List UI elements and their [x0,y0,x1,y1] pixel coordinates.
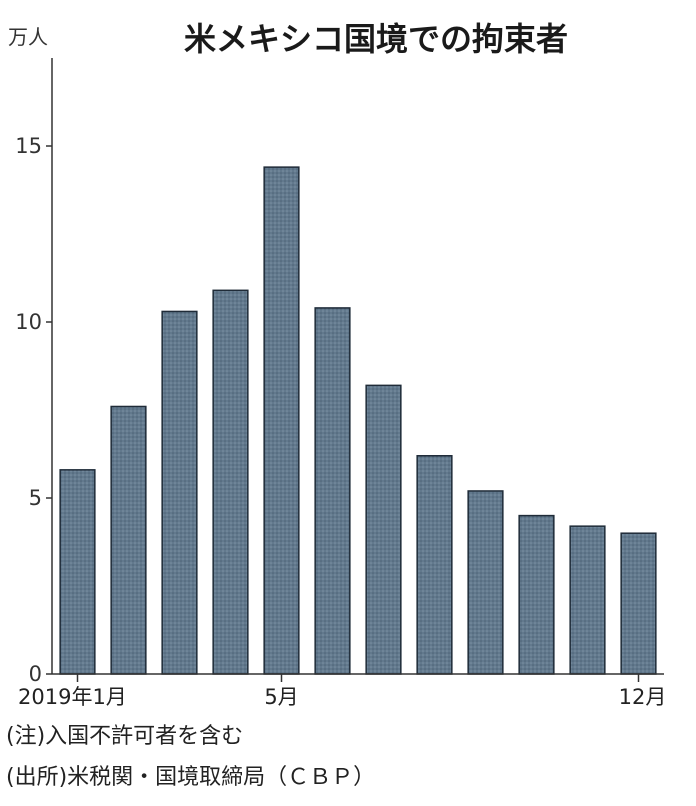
bar-8 [416,455,453,675]
bars-group [59,166,657,675]
bar-10 [518,514,555,675]
x-axis-tick-labels: 2019年1月 5月 12月 [18,674,666,709]
bar-7 [365,384,402,675]
bar-3 [161,310,198,675]
source-text: (出所)米税関・国境取締局（ＣＢＰ） [6,765,375,790]
x-tick-label: 2019年1月 [18,685,127,709]
x-tick-label: 12月 [619,685,667,709]
bar-11 [569,525,606,675]
y-tick-label: 0 [29,662,42,686]
bar-5 [263,166,300,675]
chart-title: 米メキシコ国境での拘束者 [184,20,568,58]
y-axis-unit-label: 万人 [8,25,48,49]
bar-9 [467,490,504,675]
y-axis-tick-labels: 0 5 10 15 [15,134,52,686]
bar-4 [212,289,249,675]
y-tick-label: 5 [29,486,42,510]
bar-12 [620,532,657,675]
note-text: (注)入国不許可者を含む [6,724,243,749]
bar-2 [110,405,147,675]
y-tick-label: 10 [15,310,42,334]
bar-6 [314,307,351,675]
y-tick-label: 15 [15,134,42,158]
x-tick-label: 5月 [264,685,298,709]
bar-1 [59,469,96,675]
